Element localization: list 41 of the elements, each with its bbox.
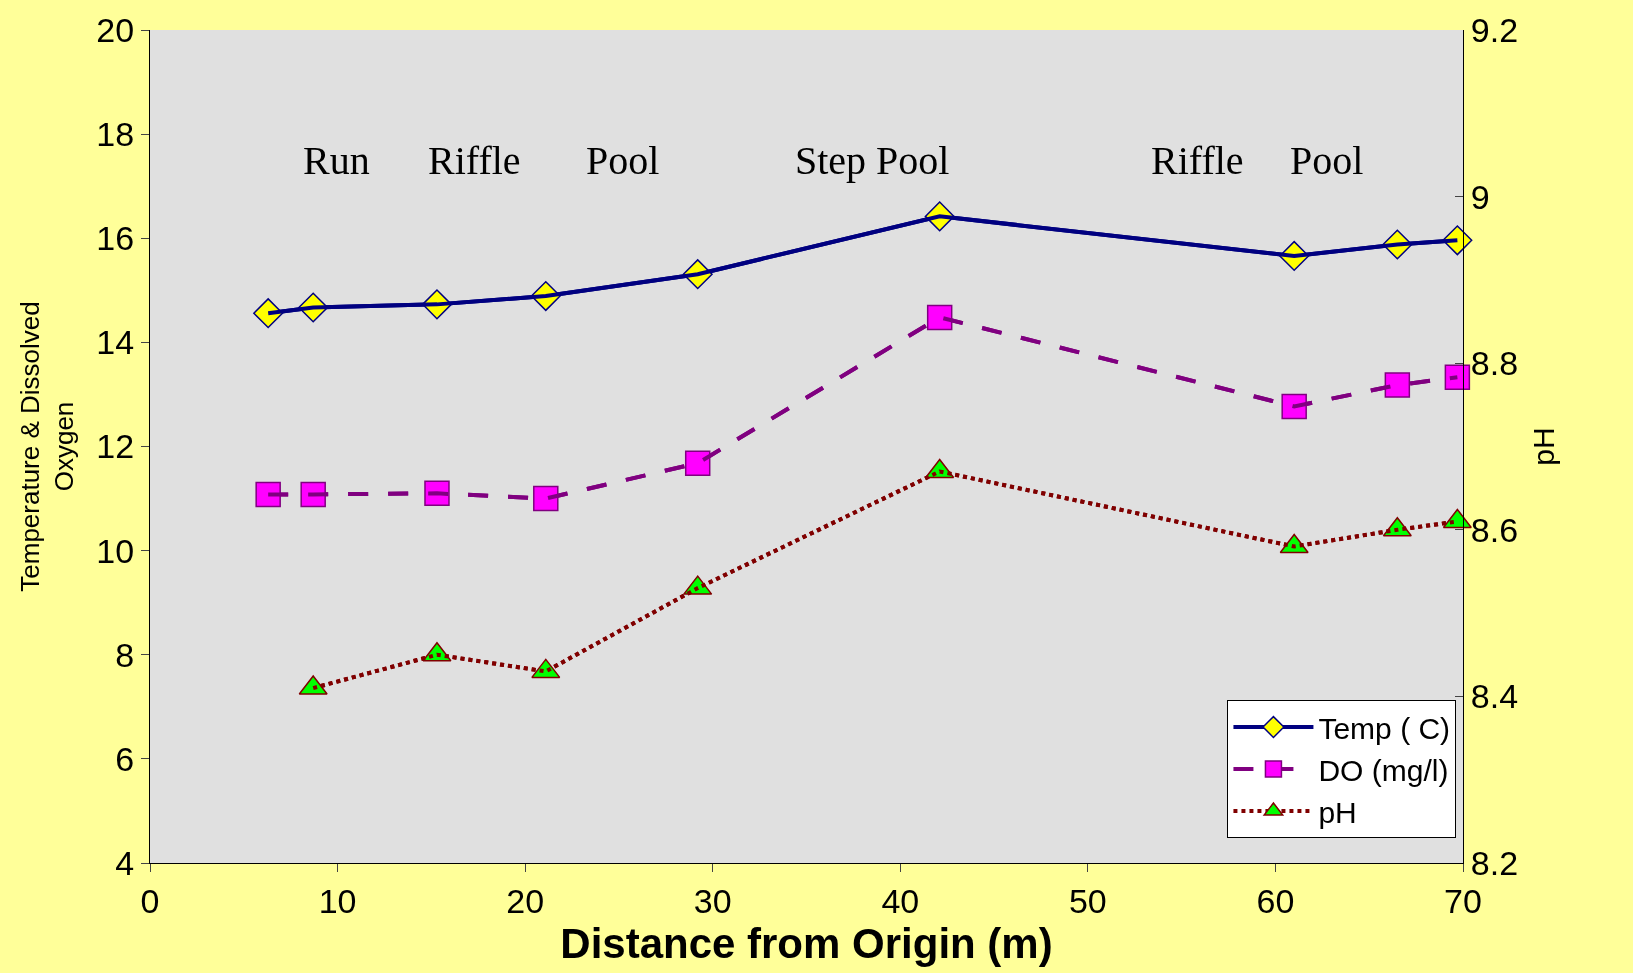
y-tick-label: 8: [115, 635, 135, 674]
y-tick-label: 18: [96, 115, 135, 154]
y-tick-label: 20: [96, 10, 135, 49]
x-tick-label: 50: [1068, 881, 1107, 920]
x-tick-label: 10: [318, 881, 357, 920]
y2-axis-title: pH: [1526, 427, 1560, 466]
y-tick-label: 10: [96, 531, 135, 570]
y2-tick-label: 9: [1470, 177, 1490, 216]
point: [684, 450, 711, 476]
x-tick-label: 60: [1256, 881, 1295, 920]
y-tick-label: 12: [96, 427, 135, 466]
y-tick-label: 6: [115, 739, 135, 778]
y-tick-label: 14: [96, 323, 135, 362]
point: [926, 304, 953, 331]
legend-label: Temp ( C): [1318, 711, 1451, 745]
y2-tick-label: 8.4: [1470, 677, 1519, 716]
y2-tick-label: 9.2: [1470, 10, 1519, 49]
y2-tick-label: 8.2: [1470, 843, 1519, 882]
annotation: Run: [303, 138, 370, 183]
annotation: Pool: [586, 138, 660, 183]
point: [1384, 372, 1411, 398]
annotation: Pool: [1290, 138, 1364, 183]
y2-tick-label: 8.6: [1470, 510, 1519, 549]
legend-label: pH: [1318, 795, 1357, 829]
y-tick-label: 4: [115, 843, 135, 882]
legend-label: DO (mg/l): [1318, 753, 1449, 787]
x-tick-label: 70: [1444, 881, 1482, 920]
point: [255, 481, 281, 508]
y-tick-label: 16: [96, 219, 135, 258]
x-axis-title: Distance from Origin (m): [560, 919, 1053, 967]
y2-tick-label: 8.8: [1470, 344, 1519, 383]
point: [533, 485, 559, 512]
x-tick-label: 20: [506, 881, 545, 920]
annotation: Riffle: [428, 138, 521, 183]
x-tick-label: 30: [693, 881, 732, 920]
x-tick-label: 40: [881, 881, 920, 920]
point: [1281, 393, 1307, 420]
x-tick-label: 0: [140, 881, 160, 920]
annotation: Riffle: [1151, 138, 1244, 183]
annotation: Step Pool: [795, 138, 950, 183]
y-axis-title: Temperature & Dissolved Oxygen: [14, 301, 79, 592]
